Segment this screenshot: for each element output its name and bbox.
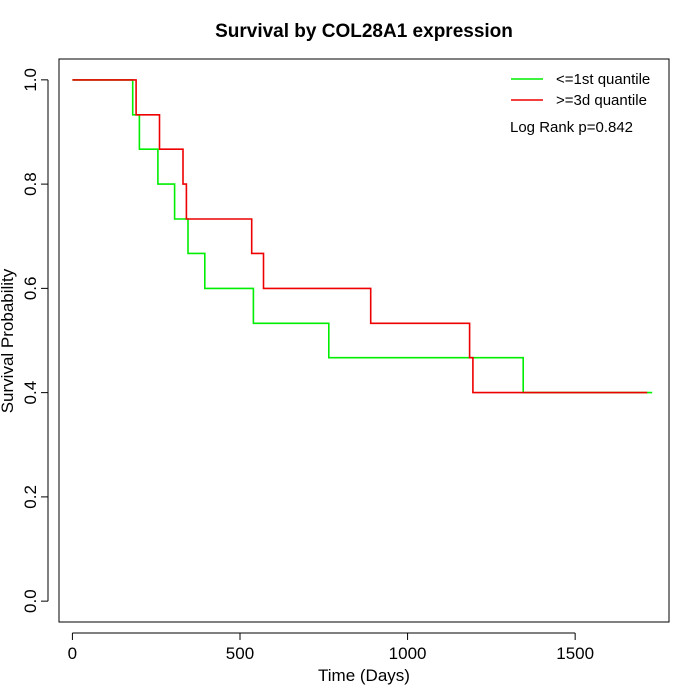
plot-frame [58,58,670,623]
chart-title: Survival by COL28A1 expression [215,21,513,42]
y-tick-label: 0.0 [21,589,40,613]
series-line-0 [72,79,653,394]
y-axis-label: Survival Probability [0,268,17,413]
x-tick-label: 1500 [556,644,594,663]
x-tick-label: 1000 [389,644,427,663]
legend-label-1: >=3d quantile [556,92,647,109]
y-tick-label: 0.6 [21,277,40,301]
series-line-1 [72,79,648,394]
log-rank-annotation: Log Rank p=0.842 [510,119,633,136]
x-axis-label: Time (Days) [318,666,410,685]
y-tick-label: 0.4 [21,381,40,405]
x-tick-label: 500 [226,644,254,663]
series-layer [72,79,653,394]
legend: <=1st quantile >=3d quantile [511,71,650,109]
y-tick-label: 1.0 [21,68,40,92]
x-axis: 0 500 1000 1500 [68,632,594,663]
y-axis: 0.0 0.2 0.4 0.6 0.8 1.0 [21,68,49,613]
y-tick-label: 0.2 [21,485,40,509]
y-tick-label: 0.8 [21,172,40,196]
legend-label-0: <=1st quantile [556,71,650,88]
x-tick-label: 0 [68,644,77,663]
